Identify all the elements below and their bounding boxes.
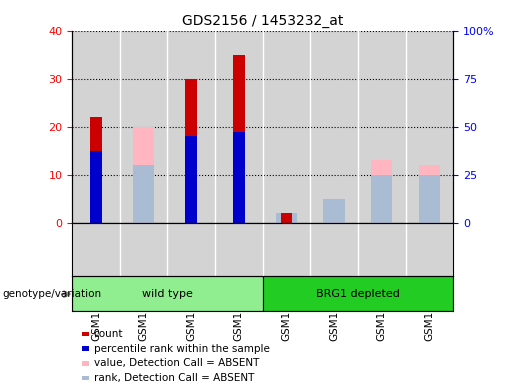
Bar: [90, 151, 102, 223]
Bar: [281, 213, 293, 223]
Text: rank, Detection Call = ABSENT: rank, Detection Call = ABSENT: [94, 373, 254, 383]
Bar: [233, 55, 245, 223]
Bar: [276, 213, 297, 223]
Text: percentile rank within the sample: percentile rank within the sample: [94, 344, 270, 354]
Text: value, Detection Call = ABSENT: value, Detection Call = ABSENT: [94, 358, 259, 368]
Title: GDS2156 / 1453232_at: GDS2156 / 1453232_at: [182, 14, 344, 28]
Bar: [323, 204, 345, 223]
Bar: [72, 276, 263, 311]
Bar: [323, 199, 345, 223]
Bar: [263, 276, 453, 311]
Text: BRG1 depleted: BRG1 depleted: [316, 289, 400, 299]
Bar: [133, 127, 154, 223]
Bar: [419, 165, 440, 223]
Bar: [185, 79, 197, 223]
Bar: [90, 117, 102, 223]
Bar: [419, 175, 440, 223]
Bar: [371, 175, 392, 223]
Text: genotype/variation: genotype/variation: [3, 289, 101, 299]
Bar: [371, 161, 392, 223]
Text: count: count: [94, 329, 123, 339]
Bar: [276, 218, 297, 223]
Bar: [133, 165, 154, 223]
Text: wild type: wild type: [142, 289, 193, 299]
Bar: [233, 131, 245, 223]
Bar: [185, 136, 197, 223]
